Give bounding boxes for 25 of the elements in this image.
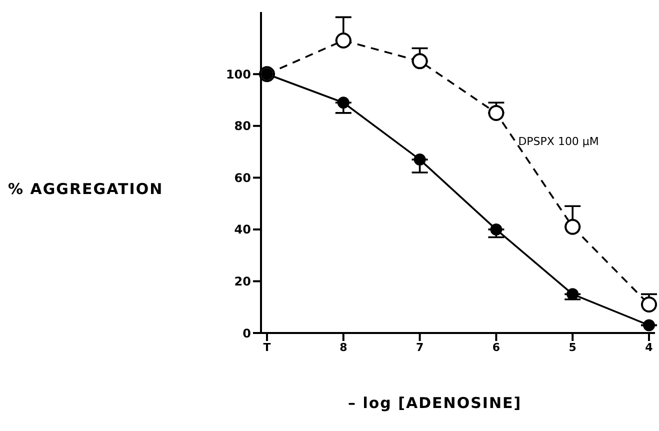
point xyxy=(641,296,657,313)
y-tick-label: 20 xyxy=(234,274,251,288)
x-axis-title: – log [ADENOSINE] xyxy=(348,394,522,412)
point xyxy=(566,288,579,300)
y-axis-title: % AGGREGATION xyxy=(8,180,164,198)
point xyxy=(564,218,581,235)
y-tick-label: 40 xyxy=(234,222,251,237)
point xyxy=(414,154,426,166)
x-tick-label: 5 xyxy=(568,340,576,354)
point xyxy=(337,96,350,109)
point xyxy=(488,104,504,121)
x-tick-label: 6 xyxy=(492,340,500,354)
point xyxy=(412,53,428,70)
series-label: DPSPX 100 μM xyxy=(518,134,599,148)
x-tick-label: T xyxy=(263,340,272,354)
y-tick-label: 80 xyxy=(234,119,251,134)
y-tick-label: 60 xyxy=(234,170,251,185)
y-tick-label: 0 xyxy=(242,326,251,340)
x-tick-label: 4 xyxy=(645,340,654,354)
x-tick-label: 7 xyxy=(416,340,424,354)
x-tick-label: 8 xyxy=(340,340,348,354)
y-tick-label: 100 xyxy=(226,67,251,82)
point xyxy=(643,319,655,332)
point xyxy=(335,32,352,48)
point xyxy=(490,223,502,236)
